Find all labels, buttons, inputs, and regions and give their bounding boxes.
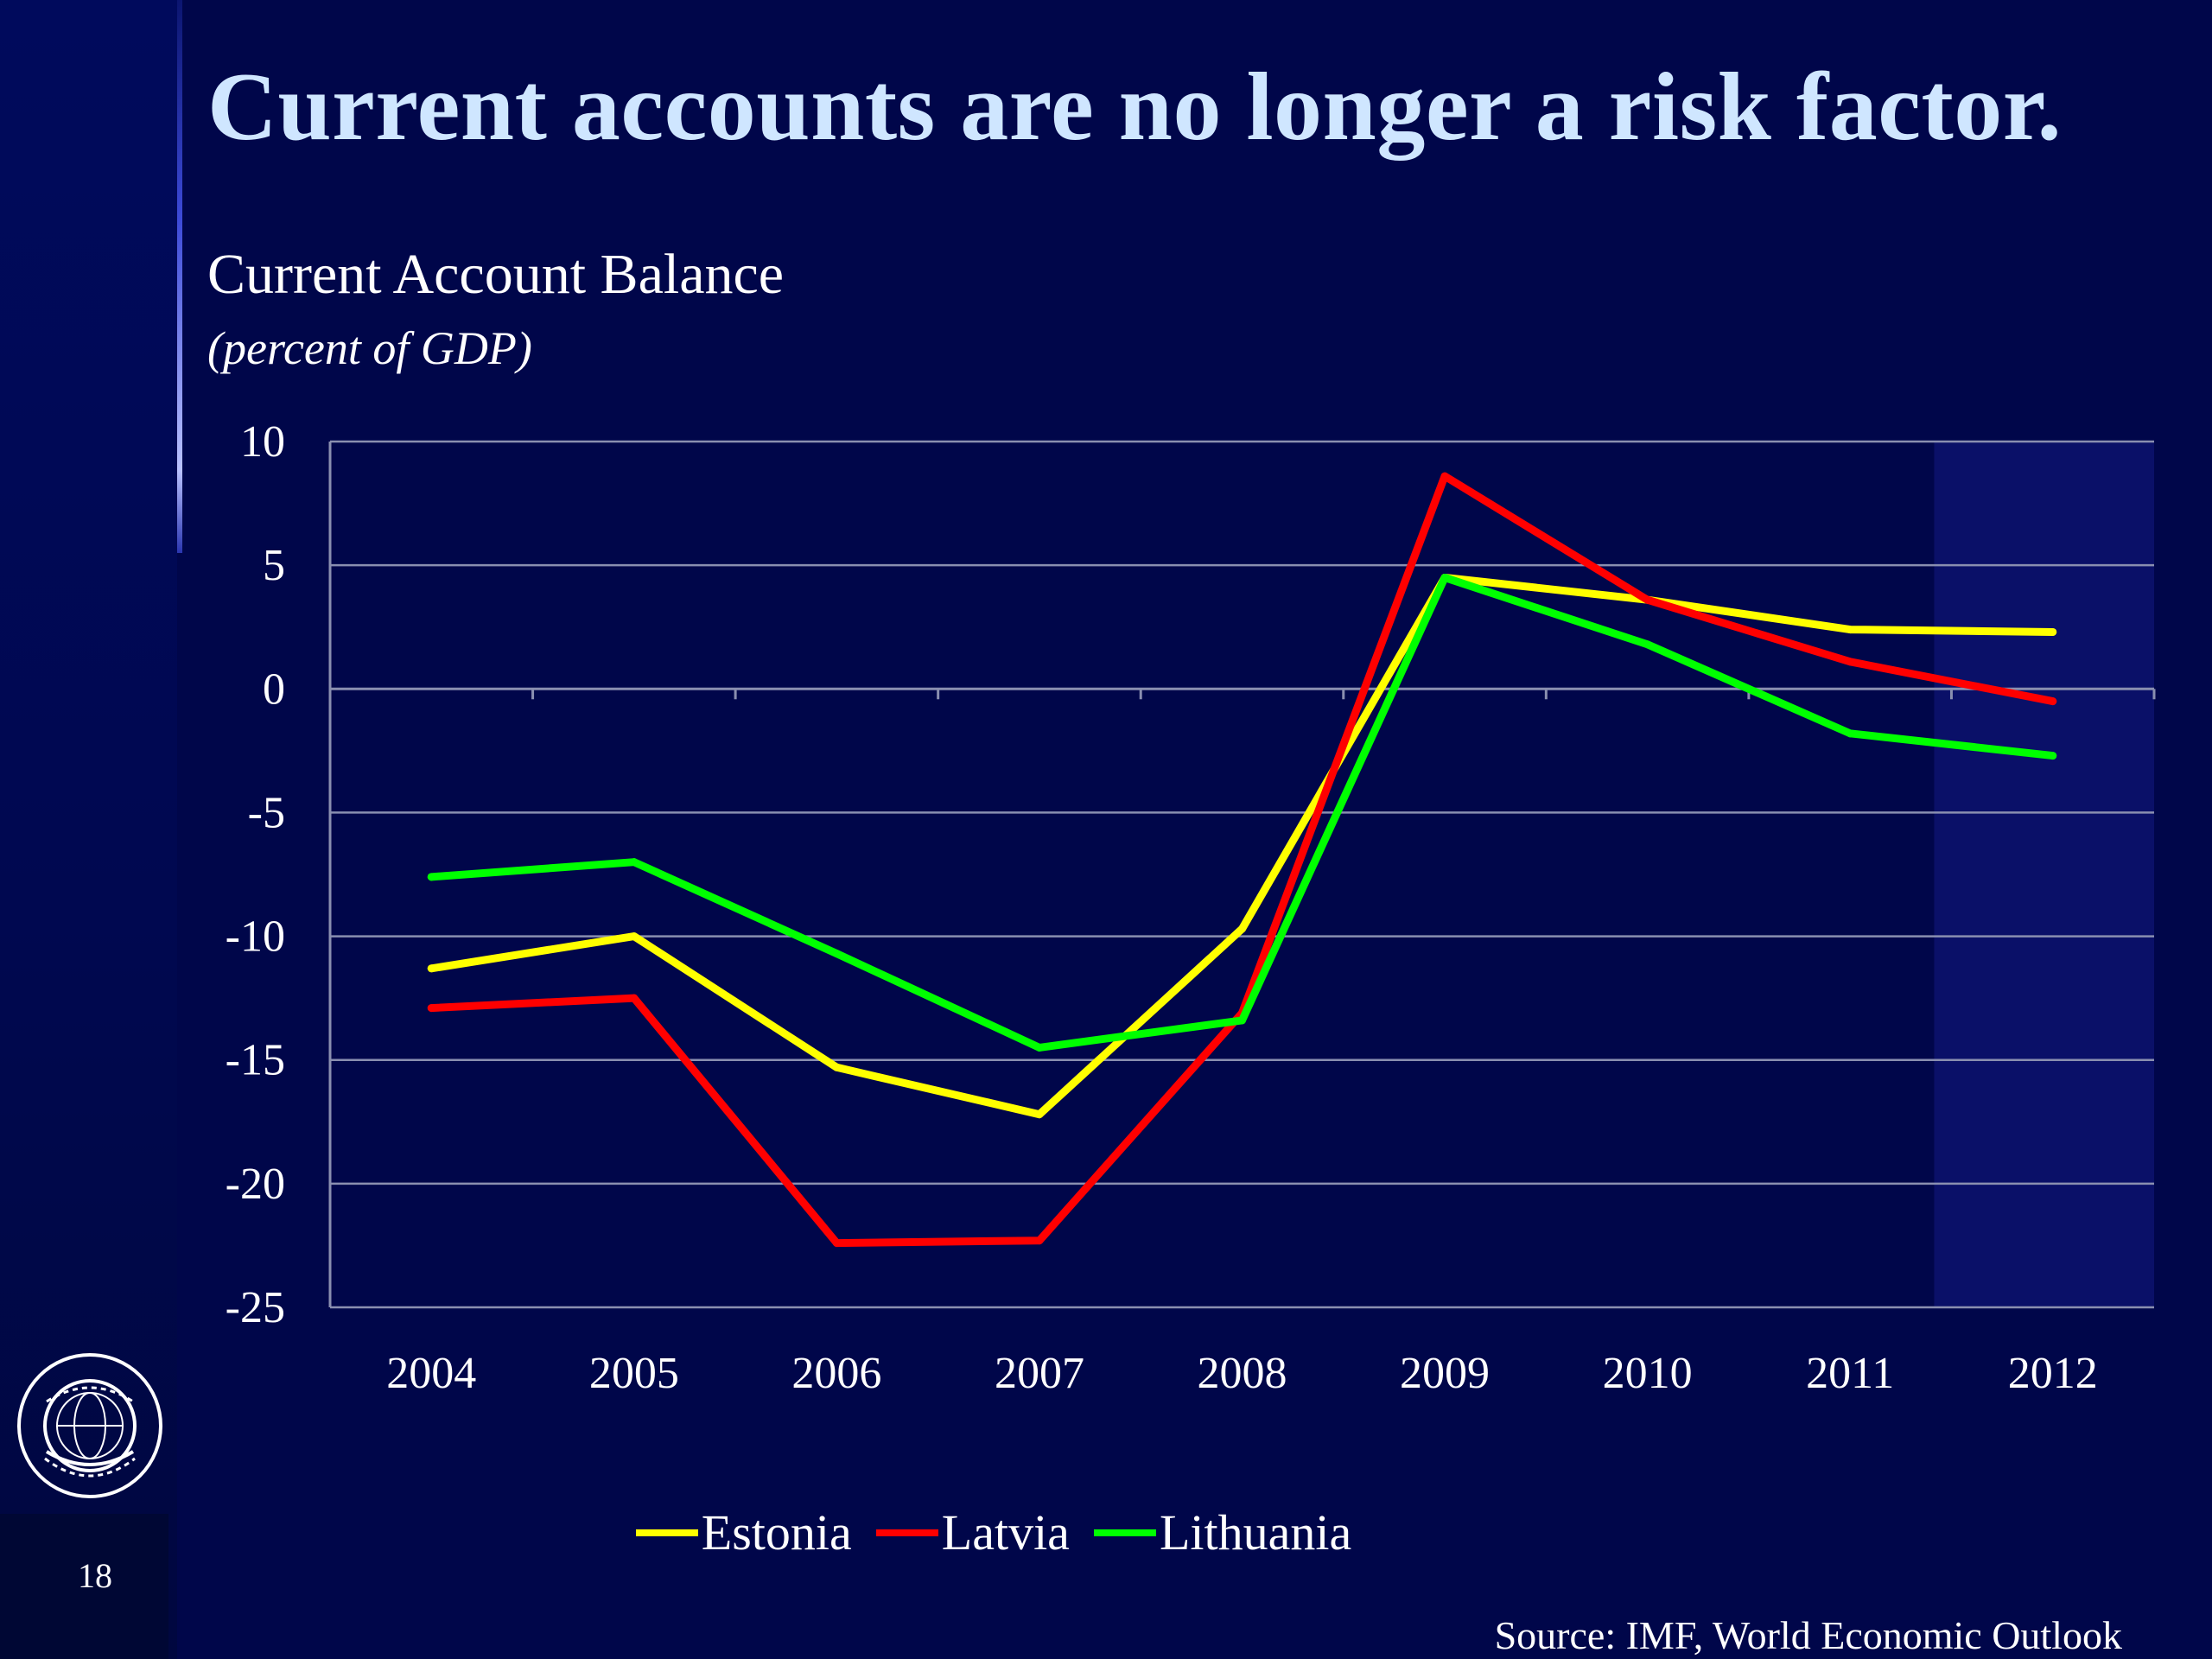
- chart-title: Current Account Balance: [207, 243, 785, 306]
- data-point-lithuania: [630, 858, 639, 867]
- data-point-lithuania: [832, 950, 841, 958]
- x-tick-label: 2009: [1400, 1349, 1490, 1398]
- legend-item-latvia: Latvia: [875, 1503, 1070, 1561]
- legend-swatch: [875, 1529, 938, 1536]
- chart-legend: Estonia Latvia Lithuania: [0, 1503, 2100, 1561]
- data-point-latvia: [832, 1239, 841, 1248]
- x-tick-label: 2008: [1198, 1349, 1287, 1398]
- page-number-box: [0, 1514, 168, 1659]
- y-tick-label: -25: [226, 1283, 285, 1332]
- page-number: 18: [78, 1556, 112, 1595]
- data-point-lithuania: [427, 873, 435, 881]
- data-point-latvia: [2049, 697, 2057, 706]
- y-tick-label: 0: [263, 664, 285, 714]
- source-note: Source: IMF, World Economic Outlook: [1494, 1613, 2122, 1657]
- y-tick-label: -10: [226, 912, 285, 962]
- x-tick-label: 2010: [1603, 1349, 1693, 1398]
- data-point-latvia: [1035, 1236, 1044, 1245]
- data-point-latvia: [630, 994, 639, 1002]
- data-point-estonia: [630, 932, 639, 941]
- data-point-estonia: [832, 1063, 841, 1071]
- legend-label: Latvia: [941, 1504, 1070, 1560]
- chart-subtitle: (percent of GDP): [207, 322, 532, 374]
- y-tick-label: -5: [248, 788, 285, 837]
- data-point-lithuania: [1643, 640, 1652, 649]
- data-point-latvia: [427, 1004, 435, 1013]
- accent-bar: [177, 0, 182, 553]
- data-point-lithuania: [2049, 752, 2057, 760]
- y-tick-label: 5: [263, 541, 285, 590]
- y-tick-label: -15: [226, 1036, 285, 1085]
- legend-swatch: [1093, 1529, 1156, 1536]
- data-point-estonia: [1238, 925, 1246, 933]
- x-tick-label: 2004: [386, 1349, 476, 1398]
- series-line-estonia: [427, 573, 2057, 1119]
- data-point-latvia: [1440, 472, 1449, 480]
- legend-item-estonia: Estonia: [635, 1503, 852, 1561]
- y-tick-label: 10: [240, 417, 285, 467]
- legend-item-lithuania: Lithuania: [1093, 1503, 1352, 1561]
- data-point-latvia: [1846, 658, 1854, 666]
- data-point-lithuania: [1440, 573, 1449, 582]
- x-tick-label: 2011: [1806, 1349, 1894, 1398]
- data-point-lithuania: [1238, 1016, 1246, 1025]
- slide-title: Current accounts are no longer a risk fa…: [207, 54, 2063, 161]
- forecast-highlight: [1934, 442, 2154, 1307]
- legend-label: Estonia: [701, 1504, 852, 1560]
- legend-swatch: [635, 1529, 698, 1536]
- data-point-lithuania: [1846, 729, 1854, 738]
- data-point-estonia: [1846, 626, 1854, 634]
- x-tick-label: 2006: [791, 1349, 881, 1398]
- data-point-lithuania: [1035, 1043, 1044, 1052]
- x-tick-label: 2005: [589, 1349, 679, 1398]
- legend-label: Lithuania: [1159, 1504, 1352, 1560]
- data-point-latvia: [1643, 595, 1652, 604]
- series-line-latvia: [427, 472, 2057, 1248]
- x-tick-label: 2007: [995, 1349, 1084, 1398]
- x-tick-label: 2012: [2008, 1349, 2098, 1398]
- imf-seal-logo: [17, 1353, 162, 1498]
- y-tick-label: -20: [226, 1160, 285, 1209]
- data-point-estonia: [2049, 627, 2057, 636]
- data-point-estonia: [1035, 1110, 1044, 1119]
- data-point-estonia: [427, 964, 435, 973]
